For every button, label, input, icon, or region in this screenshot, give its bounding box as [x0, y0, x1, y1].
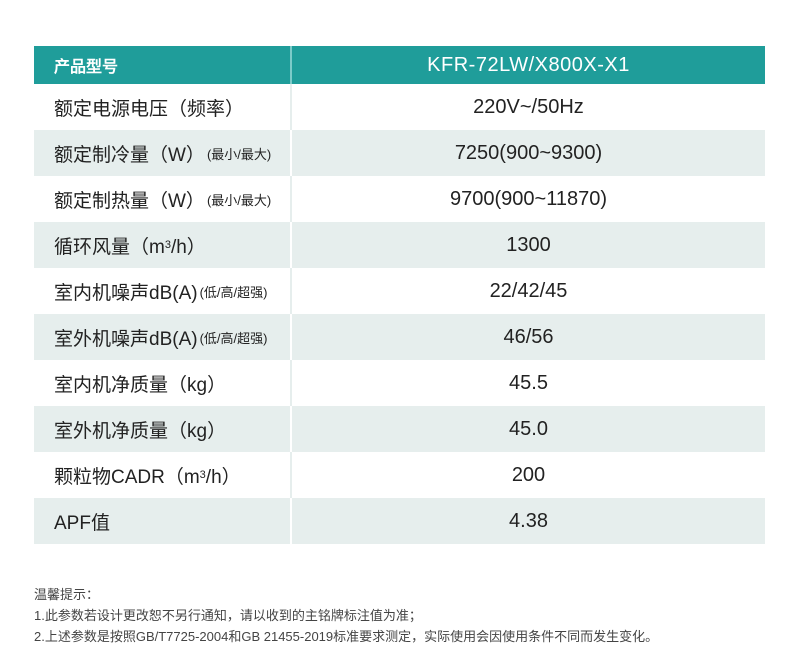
table-row: 额定制冷量（W） (最小/最大) 7250(900~9300) [34, 130, 765, 176]
notes-section: 温馨提示： 1.此参数若设计更改恕不另行通知，请以收到的主铭牌标注值为准； 2.… [34, 584, 658, 647]
spec-table: 产品型号 KFR-72LW/X800X-X1 额定电源电压（频率） 220V~/… [34, 46, 765, 544]
row-note: (最小/最大) [206, 192, 272, 208]
row-value: 7250(900~9300) [454, 141, 603, 164]
row-label: APF值 [34, 498, 292, 544]
table-row: 室外机净质量（kg） 45.0 [34, 406, 765, 452]
row-value: 9700(900~11870) [450, 187, 607, 210]
table-row: 颗粒物CADR（m 3/h） 200 [34, 452, 765, 498]
row-label: 额定制热量（W） (最小/最大) [34, 176, 292, 222]
model-number: KFR-72LW/X800X-X1 [427, 53, 630, 76]
row-label: 额定电源电压（频率） [34, 84, 292, 130]
row-label: 室外机净质量（kg） [34, 406, 292, 452]
row-label: 室内机净质量（kg） [34, 360, 292, 406]
table-header-row: 产品型号 KFR-72LW/X800X-X1 [34, 46, 765, 84]
table-row: 循环风量（m 3/h） 1300 [34, 222, 765, 268]
row-label: 室外机噪声dB(A) (低/高/超强) [34, 314, 292, 360]
notes-line-2: 2.上述参数是按照GB/T7725-2004和GB 21455-2019标准要求… [34, 629, 659, 644]
row-value: 45.0 [509, 417, 548, 440]
notes-line-1: 1.此参数若设计更改恕不另行通知，请以收到的主铭牌标注值为准； [34, 608, 422, 623]
table-row: 额定制热量（W） (最小/最大) 9700(900~11870) [34, 176, 765, 222]
table-row: 额定电源电压（频率） 220V~/50Hz [34, 84, 765, 130]
row-value: 45.5 [509, 371, 548, 394]
row-value: 22/42/45 [489, 279, 568, 302]
row-value: 1300 [506, 233, 551, 256]
row-note: (低/高/超强) [199, 284, 268, 300]
row-label: 颗粒物CADR（m 3/h） [34, 452, 292, 498]
row-value: 200 [511, 463, 546, 486]
row-value: 220V~/50Hz [473, 95, 584, 118]
table-row: APF值 4.38 [34, 498, 765, 544]
header-label: 产品型号 [34, 46, 292, 84]
row-label: 室内机噪声dB(A) (低/高/超强) [34, 268, 292, 314]
row-note: (最小/最大) [206, 146, 272, 162]
table-row: 室内机净质量（kg） 45.5 [34, 360, 765, 406]
row-value: 4.38 [509, 509, 548, 532]
row-value: 46/56 [503, 325, 554, 348]
table-row: 室内机噪声dB(A) (低/高/超强) 22/42/45 [34, 268, 765, 314]
notes-title: 温馨提示： [34, 587, 100, 602]
row-note: (低/高/超强) [199, 330, 268, 346]
row-label: 额定制冷量（W） (最小/最大) [34, 130, 292, 176]
row-label: 循环风量（m 3/h） [34, 222, 292, 268]
table-row: 室外机噪声dB(A) (低/高/超强) 46/56 [34, 314, 765, 360]
